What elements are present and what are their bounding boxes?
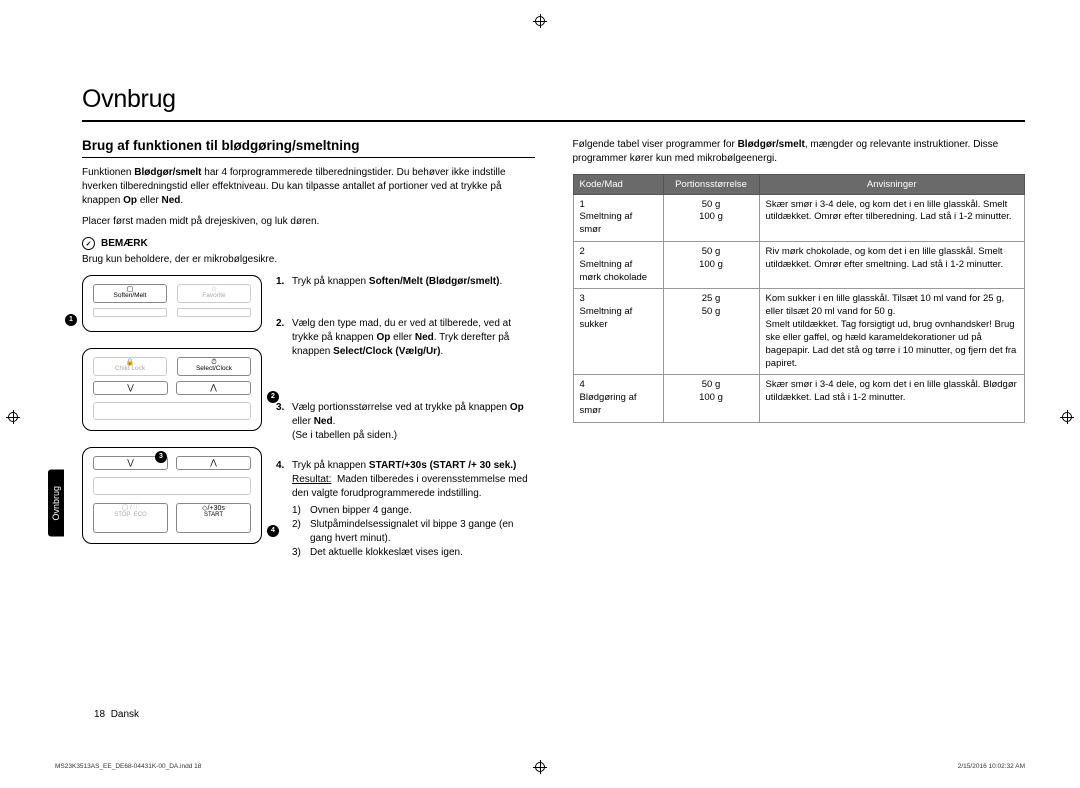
- note-icon: ✓: [82, 237, 95, 250]
- print-filename: MS23K3513AS_EE_DE68-04431K-00_DA.indd 18: [55, 763, 201, 770]
- table-cell: 25 g 50 g: [663, 289, 759, 375]
- step-4-sub-1: 1)Ovnen bipper 4 gange.: [292, 504, 535, 518]
- table-cell: 3 Smeltning af sukker: [573, 289, 663, 375]
- table-cell: 2 Smeltning af mørk chokolade: [573, 242, 663, 289]
- select-clock-button: ⏱ Select/Clock: [177, 357, 251, 376]
- panel-select: 🔒 Child Lock ⏱ Select/Clock ⋁ ⋀: [82, 348, 262, 431]
- table-row: 1 Smeltning af smør50 g 100 gSkær smør i…: [573, 194, 1025, 241]
- step-badge-2: 2: [267, 391, 279, 403]
- step-4: 4. Tryk på knappen START/+30s (START /+ …: [276, 459, 535, 560]
- step-badge-3: 3: [155, 451, 167, 463]
- start-30s-button: ◇/+30s START: [176, 503, 251, 533]
- note-heading: ✓ BEMÆRK: [82, 237, 535, 250]
- step-badge-4: 4: [267, 525, 279, 537]
- intro-paragraph: Funktionen Blødgør/smelt har 4 forprogra…: [82, 166, 535, 207]
- th-code: Kode/Mad: [573, 174, 663, 194]
- page-title: Ovnbrug: [82, 85, 1025, 114]
- table-cell: 4 Blødgøring af smør: [573, 375, 663, 422]
- registration-mark: [1060, 410, 1074, 424]
- display-slot: [93, 308, 167, 317]
- th-portion: Portionsstørrelse: [663, 174, 759, 194]
- stop-eco-button: ◯ / ⓘ STOP ECO: [93, 503, 168, 533]
- panel-start: ⋁ ⋀ 3 ◯ / ⓘ STOP ECO ◇/+30s: [82, 447, 262, 544]
- title-rule: [82, 120, 1025, 122]
- step-1: 1. Tryk på knappen Soften/Melt (Blødgør/…: [276, 275, 535, 289]
- table-cell: 1 Smeltning af smør: [573, 194, 663, 241]
- panel-soften: ▢ Soften/Melt ☆ Favorite 1: [82, 275, 262, 332]
- right-intro: Følgende tabel viser programmer for Blød…: [573, 138, 1026, 166]
- display-slot: [177, 308, 251, 317]
- display-slot: [93, 477, 251, 495]
- page-footer: 18 Dansk: [94, 709, 139, 720]
- up-button: ⋀: [176, 381, 251, 395]
- placement-text: Placer først maden midt på drejeskiven, …: [82, 215, 535, 229]
- th-instr: Anvisninger: [759, 174, 1025, 194]
- section-title: Brug af funktionen til blødgøring/smeltn…: [82, 138, 535, 153]
- table-row: 2 Smeltning af mørk chokolade50 g 100 gR…: [573, 242, 1025, 289]
- table-row: 3 Smeltning af sukker25 g 50 gKom sukker…: [573, 289, 1025, 375]
- step-badge-1: 1: [65, 314, 77, 326]
- section-rule: [82, 157, 535, 158]
- favorite-button: ☆ Favorite: [177, 284, 251, 303]
- left-column: Brug af funktionen til blødgøring/smeltn…: [82, 138, 535, 576]
- table-cell: Kom sukker i en lille glasskål. Tilsæt 1…: [759, 289, 1025, 375]
- registration-mark: [6, 410, 20, 424]
- programs-table: Kode/Mad Portionsstørrelse Anvisninger 1…: [573, 174, 1026, 423]
- stop-icon: ◯ / ⓘ: [94, 505, 167, 511]
- print-timestamp: 2/15/2016 10:02:32 AM: [958, 763, 1025, 770]
- control-panels: ▢ Soften/Melt ☆ Favorite 1: [82, 275, 262, 576]
- table-cell: Riv mørk chokolade, og kom det i en lill…: [759, 242, 1025, 289]
- right-column: Følgende tabel viser programmer for Blød…: [573, 138, 1026, 576]
- star-icon: ☆: [178, 286, 250, 293]
- soften-icon: ▢: [94, 286, 166, 293]
- side-tab: Ovnbrug: [48, 470, 64, 537]
- clock-icon: ⏱: [178, 359, 250, 366]
- start-icon: ◇/+30s: [177, 505, 250, 512]
- down-button: ⋁: [93, 381, 168, 395]
- note-label: BEMÆRK: [101, 238, 148, 249]
- soften-melt-button: ▢ Soften/Melt: [93, 284, 167, 303]
- registration-mark: [533, 14, 547, 28]
- child-lock-button: 🔒 Child Lock: [93, 357, 167, 376]
- table-cell: 50 g 100 g: [663, 242, 759, 289]
- display-slot: [93, 402, 251, 420]
- registration-mark: [533, 760, 547, 774]
- table-cell: Skær smør i 3-4 dele, og kom det i en li…: [759, 375, 1025, 422]
- step-3: 3. Vælg portionsstørrelse ved at trykke …: [276, 401, 535, 443]
- table-cell: Skær smør i 3-4 dele, og kom det i en li…: [759, 194, 1025, 241]
- up-button: ⋀: [176, 456, 251, 470]
- step-4-sub-2: 2)Slutpåmindelsessignalet vil bippe 3 ga…: [292, 518, 535, 546]
- step-2: 2. Vælg den type mad, du er ved at tilbe…: [276, 317, 535, 359]
- table-cell: 50 g 100 g: [663, 194, 759, 241]
- steps-list: 1. Tryk på knappen Soften/Melt (Blødgør/…: [276, 275, 535, 560]
- table-row: 4 Blødgøring af smør50 g 100 gSkær smør …: [573, 375, 1025, 422]
- table-cell: 50 g 100 g: [663, 375, 759, 422]
- lock-icon: 🔒: [94, 359, 166, 366]
- step-4-sub-3: 3)Det aktuelle klokkeslæt vises igen.: [292, 546, 535, 560]
- note-text: Brug kun beholdere, der er mikrobølgesik…: [82, 253, 535, 267]
